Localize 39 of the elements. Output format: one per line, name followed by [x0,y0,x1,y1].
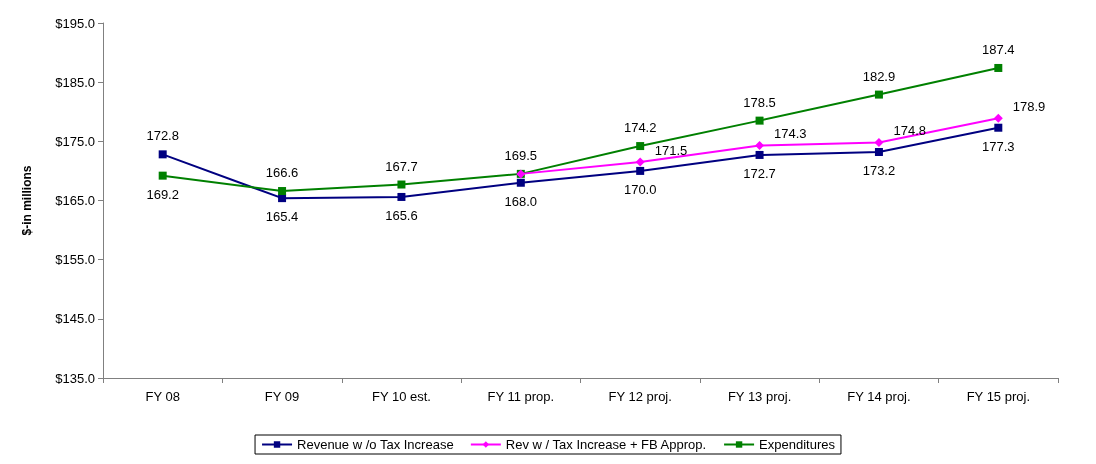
data-label: 171.5 [654,142,688,158]
legend-label: Rev w / Tax Increase + FB Approp. [505,437,707,452]
data-label: 165.6 [385,207,418,223]
legend-label: Expenditures [759,437,836,452]
data-label: 165.4 [265,209,299,225]
data-label: 166.6 [265,165,299,181]
x-tick-label: FY 15 proj. [966,389,1030,404]
x-tick-label: FY 11 prop. [487,389,555,404]
data-label: 172.7 [743,165,776,181]
y-axis-title: $-in millions [20,165,34,236]
y-tick-label: $145.0 [55,311,95,327]
data-label: 174.3 [774,125,807,141]
x-tick-label: FY 12 proj. [608,389,672,404]
data-label: 187.4 [982,41,1015,57]
y-tick-label: $155.0 [55,252,95,268]
data-label: 168.0 [504,193,538,209]
y-tick-label: $135.0 [55,370,95,386]
data-label: 177.3 [982,138,1015,154]
data-label: 169.5 [504,147,538,163]
x-tick-label: FY 14 proj. [847,389,911,404]
data-label: 182.9 [862,68,896,84]
data-label: 167.7 [385,158,418,174]
data-label: 174.2 [623,120,657,136]
data-label: 170.0 [623,181,657,197]
data-label: 178.5 [743,94,776,110]
data-label: 169.2 [146,186,179,202]
data-label: 178.9 [1012,98,1046,114]
x-tick-label: FY 13 proj. [727,389,792,404]
data-label: 173.2 [862,162,896,178]
y-tick-label: $165.0 [55,193,95,208]
data-label: 172.8 [146,128,179,144]
legend-label: Revenue w /o Tax Increase [297,437,454,452]
x-tick-label: FY 10 est. [371,389,431,404]
x-tick-label: FY 09 [264,389,300,404]
y-tick-label: $175.0 [55,133,95,149]
y-tick-label: $195.0 [55,15,95,31]
x-tick-label: FY 08 [145,389,180,404]
data-label: 174.8 [893,123,926,139]
y-tick-label: $185.0 [55,74,95,90]
